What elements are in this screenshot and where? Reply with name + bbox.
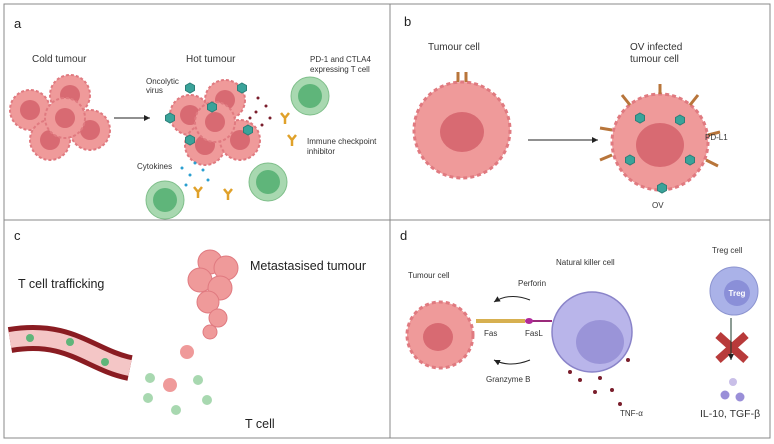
oncolytic-virus-label-1: Oncolytic [146, 77, 179, 86]
tcell-label-2: expressing T cell [310, 65, 370, 74]
arrow-icon [493, 296, 531, 303]
cross-icon [715, 332, 749, 363]
panel-label-a: a [14, 16, 22, 31]
ov-infected-tumour-cell [599, 84, 721, 194]
metastasised-tumour-label: Metastasised tumour [250, 259, 366, 273]
tnf-dots [568, 358, 630, 406]
nk-cell [551, 291, 633, 373]
inhibitor-label-1: Immune checkpoint [307, 137, 377, 146]
tumour-cell [412, 72, 512, 180]
cold-tumour-label: Cold tumour [32, 54, 87, 65]
t-cell-label: T cell [245, 417, 275, 431]
panel-b: b Tumour cell OV infected tumour cell PD… [404, 14, 728, 210]
pdl1-label: PD-L1 [705, 133, 728, 142]
oncolytic-virus-label-2: virus [146, 86, 163, 95]
tnf-label: TNF-α [620, 409, 643, 418]
hot-tumour-label: Hot tumour [186, 54, 236, 65]
arrow-icon [493, 359, 531, 366]
treg-inner-label: Treg [729, 289, 746, 298]
treg-cell: Treg [709, 266, 759, 316]
ov-infected-label-2: tumour cell [630, 54, 679, 65]
migrating-cells [143, 345, 212, 415]
tumour-cell-d [405, 300, 475, 370]
perforin-label: Perforin [518, 279, 546, 288]
cold-tumour-cluster [9, 74, 111, 161]
panel-a: a Cold tumour Hot tumour Oncolytic virus… [9, 16, 377, 220]
t-cell-icon [145, 180, 185, 220]
tcell-label-1: PD-1 and CTLA4 [310, 55, 371, 64]
cytokines-label: Cytokines [137, 162, 172, 171]
panel-d: d Tumour cell Natural killer cell Treg c… [400, 228, 760, 420]
tumour-cell-label-d: Tumour cell [408, 271, 450, 280]
inhibitor-icon [192, 185, 204, 200]
cytokine-molecules [720, 378, 745, 402]
tumour-cell-label: Tumour cell [428, 42, 480, 53]
il10-tgfb-label: IL-10, TGF-β [700, 408, 760, 420]
figure-border [3, 3, 771, 439]
t-cell-icon [290, 76, 330, 116]
panel-c: c Metastasised tumour T cell trafficking… [7, 228, 366, 431]
metastatic-cluster [187, 249, 239, 340]
inhibitor-label-2: inhibitor [307, 147, 335, 156]
inhibitor-icon [222, 187, 234, 202]
hot-tumour-cluster [165, 79, 261, 166]
granzyme-label: Granzyme B [486, 375, 530, 384]
inhibitor-icon [286, 133, 298, 148]
fasl-label: FasL [525, 329, 543, 338]
fas-label: Fas [484, 329, 497, 338]
panel-label-b: b [404, 14, 411, 29]
treg-cell-label: Treg cell [712, 246, 743, 255]
ov-infected-label-1: OV infected [630, 42, 682, 53]
ov-label: OV [652, 201, 664, 210]
cytokine-dots-blue [180, 161, 210, 187]
t-cell-trafficking-label: T cell trafficking [18, 277, 104, 291]
nk-cell-label: Natural killer cell [556, 258, 615, 267]
inhibitor-icon [279, 111, 291, 126]
t-cell-icon [248, 162, 288, 202]
blood-vessel [7, 325, 134, 381]
panel-label-d: d [400, 228, 407, 243]
panel-label-c: c [14, 228, 21, 243]
cytokine-dots-red [248, 96, 272, 127]
